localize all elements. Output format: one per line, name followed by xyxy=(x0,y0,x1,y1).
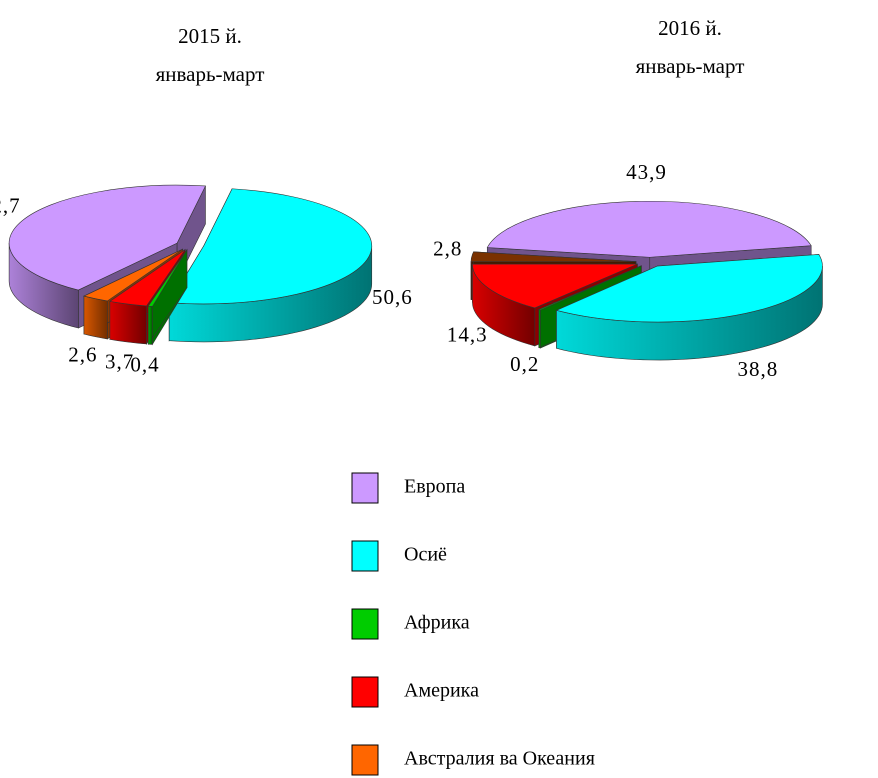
value-label: 0,2 xyxy=(510,352,539,376)
legend-swatch xyxy=(351,676,379,708)
value-label: 2,6 xyxy=(68,342,97,366)
slice xyxy=(168,188,373,305)
slice xyxy=(470,251,637,262)
legend-label: Осиё xyxy=(404,544,447,566)
value-label: 38,8 xyxy=(738,357,779,381)
slice xyxy=(555,254,823,323)
legend-label: Европа xyxy=(404,476,465,498)
slice xyxy=(147,249,188,307)
slice-side xyxy=(538,309,541,349)
slice xyxy=(486,200,812,258)
slice xyxy=(8,184,206,291)
value-label: 43,9 xyxy=(626,160,667,184)
chart-subtitle: январь-март xyxy=(156,62,265,86)
value-label: 42,7 xyxy=(0,193,21,217)
slice xyxy=(109,249,186,307)
slice xyxy=(537,265,642,311)
legend-swatch xyxy=(351,744,379,776)
legend-swatch xyxy=(351,608,379,640)
value-label: 0,4 xyxy=(130,353,159,377)
value-label: 50,6 xyxy=(372,285,413,309)
value-label: 2,8 xyxy=(433,237,462,261)
legend-label: Африка xyxy=(404,612,470,634)
chart-title: 2015 й. xyxy=(178,24,242,48)
chart-subtitle: январь-март xyxy=(636,54,745,78)
slice xyxy=(472,263,638,309)
slice-side xyxy=(83,295,108,340)
slice-side xyxy=(109,301,147,345)
legend-swatch xyxy=(351,472,379,504)
slice xyxy=(83,248,183,302)
value-label: 14,3 xyxy=(447,322,488,346)
legend-label: Австралия ва Океания xyxy=(404,748,595,770)
legend-label: Америка xyxy=(404,680,479,702)
chart-title: 2016 й. xyxy=(658,16,722,40)
value-label: 3,7 xyxy=(105,350,134,374)
legend-swatch xyxy=(351,540,379,572)
slice-side xyxy=(147,305,153,345)
